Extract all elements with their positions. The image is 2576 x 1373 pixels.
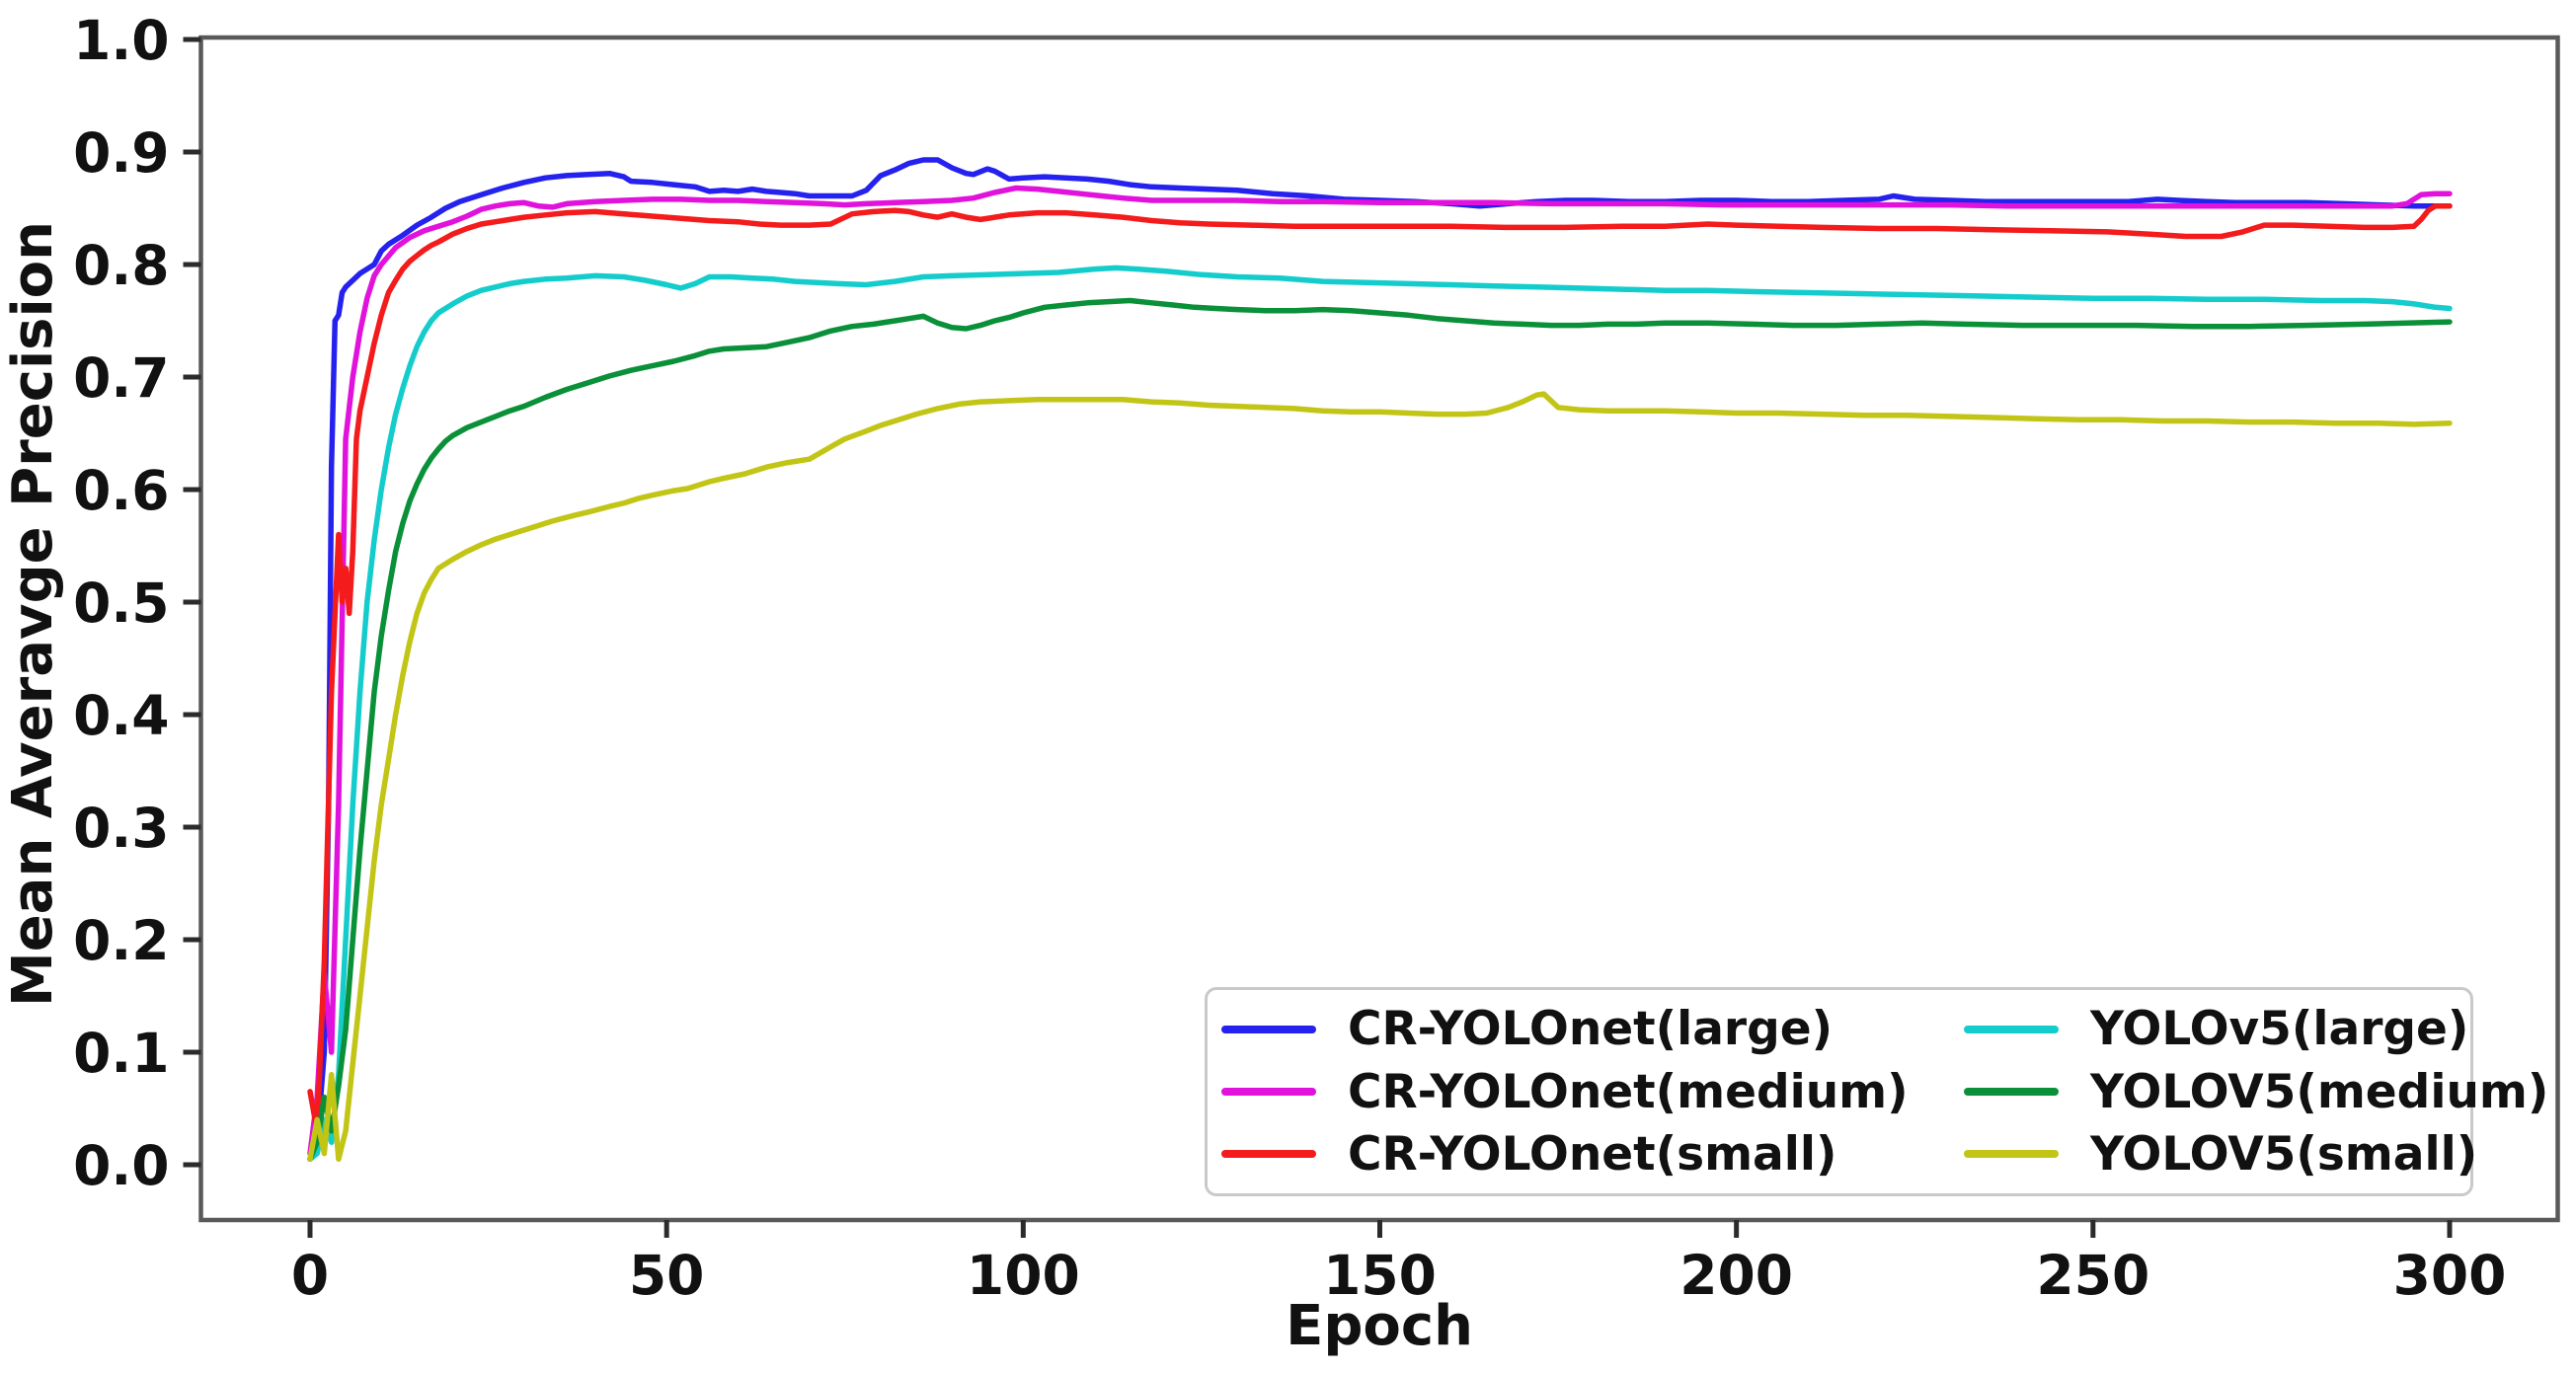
y-axis-ticks: 0.0 0.1 0.2 0.3 0.4 0.5 0.6 0.7 0.8 0.9 1.0 [73, 9, 201, 1197]
legend-label: YOLOV5(small) [2090, 1126, 2478, 1182]
legend-label: YOLOv5(large) [2090, 1002, 2469, 1057]
x-tick-label: 300 [2393, 1244, 2507, 1307]
x-axis-title: Epoch [1286, 1294, 1473, 1358]
y-tick-label: 0.6 [73, 459, 169, 522]
y-tick-label: 0.8 [73, 234, 169, 297]
y-tick-label: 0.1 [73, 1022, 169, 1085]
x-tick-label: 150 [1323, 1244, 1437, 1307]
series-lines [307, 157, 2453, 1163]
x-tick-label: 100 [967, 1244, 1080, 1307]
x-axis-ticks: 0 50 100 150 200 250 300 [291, 1220, 2507, 1307]
legend-row: CR-YOLOnet(large) [1221, 1006, 1909, 1052]
series-line-0 [307, 157, 2453, 1163]
legend-swatch-yolov5-medium [1964, 1088, 2059, 1096]
y-tick-label: 0.4 [73, 684, 169, 747]
legend-label: CR-YOLOnet(medium) [1348, 1064, 1909, 1119]
x-tick-label: 0 [291, 1244, 329, 1307]
series-line-3 [307, 265, 2453, 1163]
y-tick-label: 0.5 [73, 572, 169, 635]
series-line-1 [307, 185, 2453, 1157]
legend-column-2: YOLOv5(large) YOLOV5(medium) YOLOV5(smal… [1964, 990, 2548, 1193]
legend-row: CR-YOLOnet(small) [1221, 1131, 1909, 1178]
legend-row: YOLOV5(small) [1964, 1131, 2548, 1178]
legend-swatch-yolov5-large [1964, 1025, 2059, 1033]
legend-swatch-cr-yolonet-medium [1221, 1088, 1316, 1096]
legend-label: CR-YOLOnet(small) [1348, 1126, 1837, 1182]
y-axis-title: Mean Averavge Precision [1, 221, 65, 1007]
legend-swatch-yolov5-small [1964, 1150, 2059, 1159]
y-tick-label: 0.7 [73, 346, 169, 410]
legend-label: CR-YOLOnet(large) [1348, 1002, 1834, 1057]
x-tick-label: 50 [629, 1244, 705, 1307]
series-line-2 [307, 202, 2453, 1134]
x-tick-label: 200 [1679, 1244, 1793, 1307]
y-tick-label: 0.2 [73, 909, 169, 972]
series-line-5 [307, 391, 2453, 1163]
legend-label: YOLOV5(medium) [2090, 1064, 2549, 1119]
y-tick-label: 0.9 [73, 121, 169, 185]
y-tick-label: 1.0 [73, 9, 169, 72]
y-tick-label: 0.0 [73, 1134, 169, 1197]
legend-column-1: CR-YOLOnet(large) CR-YOLOnet(medium) CR-… [1221, 990, 1909, 1193]
x-tick-label: 250 [2036, 1244, 2149, 1307]
legend-swatch-cr-yolonet-small [1221, 1150, 1316, 1159]
y-tick-label: 0.3 [73, 797, 169, 860]
legend-row: YOLOV5(medium) [1964, 1069, 2548, 1115]
legend-row: YOLOv5(large) [1964, 1006, 2548, 1052]
legend: CR-YOLOnet(large) CR-YOLOnet(medium) CR-… [1205, 987, 2548, 1196]
legend-swatch-cr-yolonet-large [1221, 1025, 1316, 1033]
legend-row: CR-YOLOnet(medium) [1221, 1069, 1909, 1115]
series-line-4 [307, 297, 2453, 1163]
